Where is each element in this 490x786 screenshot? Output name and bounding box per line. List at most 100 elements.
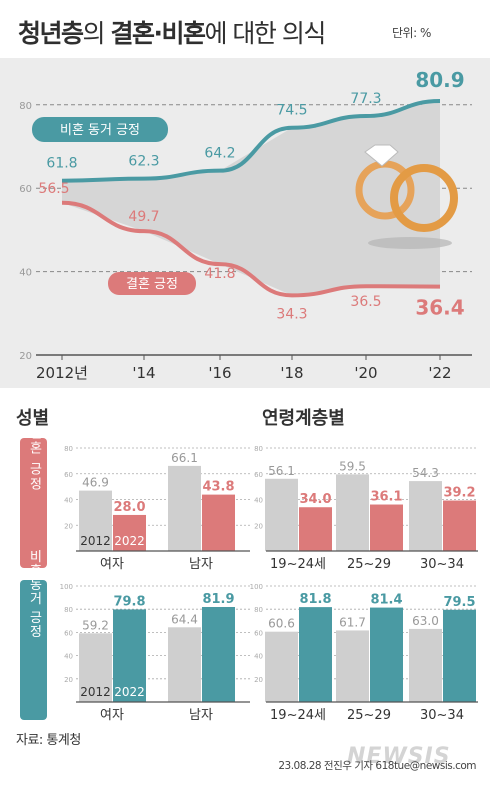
bar-y-tick-label: 100 <box>250 583 263 591</box>
legend-label-cohab: 비혼 동거 긍정 <box>60 123 140 138</box>
x-tick-label: '16 <box>208 364 231 382</box>
bar-2012 <box>409 481 442 551</box>
title-part-1: 청년층 <box>18 19 84 48</box>
y-tick-label: 80 <box>19 101 32 112</box>
bar-label-2012: 60.6 <box>268 617 295 631</box>
marriage-data-label: 34.3 <box>276 306 307 322</box>
gap-area <box>62 101 440 296</box>
series-line-marriage <box>61 200 441 298</box>
bar-category-label: 30~34 <box>420 708 464 723</box>
bar-2012 <box>336 474 369 551</box>
cohab-data-label: 77.3 <box>350 91 381 107</box>
marriage-data-label: 49.7 <box>128 209 159 225</box>
bar-label-2012: 63.0 <box>412 614 439 628</box>
bar-y-tick-label: 40 <box>254 653 263 661</box>
legend-year-2012: 2012 <box>80 534 111 548</box>
source-note: 자료: 통계청 <box>16 733 81 748</box>
bar-label-2012: 66.1 <box>171 451 198 465</box>
bar-label-2022: 36.1 <box>370 490 402 505</box>
bar-label-2022: 28.0 <box>113 500 145 515</box>
bar-label-2012: 54.3 <box>412 466 439 480</box>
series-line-cohab <box>61 99 441 183</box>
bar-y-tick-label: 40 <box>64 653 73 661</box>
marriage-data-label: 56.5 <box>38 181 69 197</box>
y-tick-label: 40 <box>19 268 32 279</box>
bar-2022 <box>202 606 235 702</box>
bar-y-tick-label: 20 <box>254 522 263 530</box>
bar-y-tick-label: 40 <box>254 497 263 505</box>
bar-label-2022: 39.2 <box>443 486 475 501</box>
bar-label-2012: 46.9 <box>82 476 109 490</box>
marriage-data-label: 36.4 <box>415 296 464 320</box>
bar-label-2012: 59.5 <box>339 459 366 473</box>
credit-line: 23.08.28 전진우 기자 618tue@newsis.com <box>278 760 476 772</box>
x-tick-label: '14 <box>132 364 155 382</box>
bar-2012 <box>336 630 369 702</box>
bar-y-tick-label: 20 <box>64 522 73 530</box>
bar-category-label: 여자 <box>100 557 124 572</box>
newsis-logo-watermark: NEWSIS <box>347 744 451 769</box>
bar-label-2022: 81.8 <box>299 592 331 607</box>
chart-title: 청년층의 결혼·비혼에 대한 의식 <box>18 14 326 50</box>
ring-shadow <box>368 237 452 249</box>
bar-2022 <box>443 609 476 702</box>
bar-y-tick-label: 60 <box>64 629 73 637</box>
bar-2022 <box>370 504 403 551</box>
bar-2012 <box>409 628 442 702</box>
bar-y-tick-label: 20 <box>254 676 263 684</box>
title-part-3: 결혼·비혼 <box>110 19 206 48</box>
legend-year-2012: 2012 <box>80 685 111 699</box>
cohab-data-label: 80.9 <box>415 68 464 92</box>
bar-label-2022: 43.8 <box>202 480 234 495</box>
bar-y-tick-label: 80 <box>254 445 263 453</box>
bar-label-2012: 64.4 <box>171 612 198 626</box>
section-title-gender: 성별 <box>16 408 49 429</box>
bar-2022 <box>113 609 146 702</box>
bar-category-label: 19~24세 <box>270 557 326 572</box>
bar-label-2022: 81.4 <box>370 593 402 608</box>
bar-label-2022: 79.8 <box>113 594 145 609</box>
legend-pill-marriage <box>108 272 196 295</box>
bar-y-tick-label: 60 <box>254 629 263 637</box>
bar-y-tick-label: 80 <box>64 606 73 614</box>
bar-y-tick-label: 80 <box>254 606 263 614</box>
side-label-marriage-box <box>20 438 47 568</box>
section-title-age: 연령계층별 <box>262 408 345 429</box>
bar-label-2012: 59.2 <box>82 618 109 632</box>
side-label-cohab-box <box>20 580 47 720</box>
bar-label-2012: 61.7 <box>339 615 366 629</box>
bar-2012 <box>168 465 201 551</box>
legend-pill-cohab <box>32 117 168 142</box>
bar-2022 <box>299 607 332 702</box>
diamond-icon <box>364 144 399 167</box>
title-part-2: 의 <box>82 19 111 48</box>
ring-gold-large <box>390 164 458 232</box>
cohab-data-label: 74.5 <box>276 103 307 119</box>
marriage-data-label: 36.5 <box>350 294 381 310</box>
bar-2012 <box>265 631 298 702</box>
bar-2022 <box>443 500 476 551</box>
bar-label-2012: 56.1 <box>268 464 295 478</box>
bar-y-tick-label: 60 <box>64 471 73 479</box>
y-tick-label: 60 <box>19 184 32 195</box>
bar-category-label: 19~24세 <box>270 708 326 723</box>
side-label-marriage: 결혼 긍정 <box>27 426 42 492</box>
marriage-data-label: 41.8 <box>204 266 235 282</box>
bar-2022 <box>113 514 146 551</box>
bar-label-2022: 81.9 <box>202 592 234 607</box>
side-label-cohab: 비혼동거 긍정 <box>27 549 42 638</box>
bar-y-tick-label: 100 <box>60 583 73 591</box>
x-tick-label: '18 <box>280 364 303 382</box>
title-part-4: 에 대한 의식 <box>204 19 326 48</box>
bar-2012 <box>168 627 201 702</box>
bar-y-tick-label: 60 <box>254 471 263 479</box>
bar-category-label: 남자 <box>189 708 213 723</box>
bar-2012 <box>265 478 298 551</box>
bar-2012 <box>79 490 112 551</box>
legend-year-2022: 2022 <box>114 685 145 699</box>
bar-2022 <box>370 607 403 702</box>
unit-label: 단위: % <box>392 26 431 40</box>
cohab-data-label: 64.2 <box>204 146 235 162</box>
x-tick-label: '22 <box>428 364 451 382</box>
